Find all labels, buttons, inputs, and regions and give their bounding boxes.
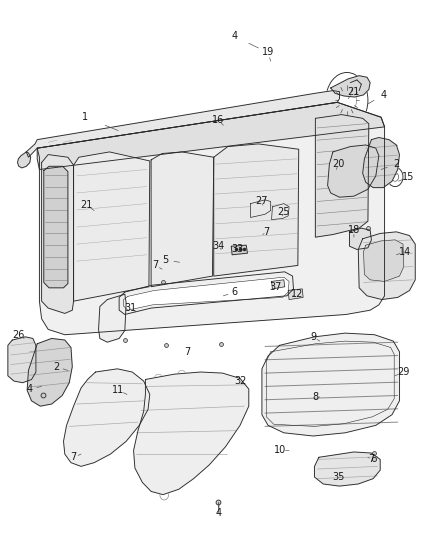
Text: 21: 21 <box>81 200 93 210</box>
Polygon shape <box>119 272 293 314</box>
Text: 7: 7 <box>263 227 269 237</box>
Text: 11: 11 <box>112 385 124 395</box>
Text: 31: 31 <box>124 303 137 313</box>
Polygon shape <box>124 277 289 310</box>
Text: 21: 21 <box>348 87 360 96</box>
Text: 25: 25 <box>278 207 290 217</box>
Text: 9: 9 <box>310 332 316 342</box>
Polygon shape <box>314 452 380 486</box>
Polygon shape <box>26 91 339 157</box>
Polygon shape <box>272 280 285 289</box>
Polygon shape <box>8 337 36 383</box>
Polygon shape <box>99 294 126 342</box>
Text: 8: 8 <box>312 392 318 402</box>
Polygon shape <box>328 145 379 197</box>
Polygon shape <box>44 166 68 288</box>
Polygon shape <box>315 115 369 237</box>
Text: 10: 10 <box>274 446 286 455</box>
Polygon shape <box>262 333 399 436</box>
Polygon shape <box>27 338 72 406</box>
Polygon shape <box>350 228 371 249</box>
Text: 32: 32 <box>234 376 246 386</box>
Polygon shape <box>331 76 370 97</box>
Text: 15: 15 <box>402 172 414 182</box>
Text: 19: 19 <box>262 47 274 57</box>
Polygon shape <box>214 144 299 276</box>
Polygon shape <box>42 155 74 313</box>
Polygon shape <box>151 152 214 287</box>
Text: 33: 33 <box>231 245 244 254</box>
Text: 34: 34 <box>212 241 224 251</box>
Text: 2: 2 <box>393 159 399 169</box>
Text: 7: 7 <box>184 347 191 357</box>
Text: 4: 4 <box>380 90 386 100</box>
Polygon shape <box>364 240 404 281</box>
Text: 37: 37 <box>269 282 281 292</box>
Text: 5: 5 <box>162 255 169 265</box>
Polygon shape <box>272 204 289 220</box>
Text: 7: 7 <box>368 455 374 464</box>
Polygon shape <box>64 369 150 466</box>
Text: 35: 35 <box>332 472 344 482</box>
Text: 2: 2 <box>53 362 59 372</box>
Text: 20: 20 <box>332 159 344 169</box>
Text: 16: 16 <box>212 115 224 125</box>
Polygon shape <box>358 232 415 300</box>
Text: 6: 6 <box>231 287 237 297</box>
Text: 7: 7 <box>152 261 159 270</box>
Polygon shape <box>363 138 399 188</box>
Text: 4: 4 <box>231 31 237 41</box>
Polygon shape <box>37 102 385 169</box>
Text: 4: 4 <box>216 508 222 518</box>
Text: 29: 29 <box>397 367 409 377</box>
Polygon shape <box>288 289 303 300</box>
Polygon shape <box>18 152 31 168</box>
Polygon shape <box>251 200 271 217</box>
Text: 14: 14 <box>399 247 411 256</box>
Text: 4: 4 <box>27 384 33 394</box>
Polygon shape <box>231 245 247 255</box>
Polygon shape <box>37 102 385 335</box>
Polygon shape <box>74 152 150 301</box>
Text: 27: 27 <box>256 197 268 206</box>
Text: 18: 18 <box>348 225 360 235</box>
Polygon shape <box>134 372 249 495</box>
Text: 12: 12 <box>291 289 303 299</box>
Text: 7: 7 <box>71 453 77 462</box>
Text: 1: 1 <box>82 112 88 122</box>
Text: 26: 26 <box>12 330 25 340</box>
